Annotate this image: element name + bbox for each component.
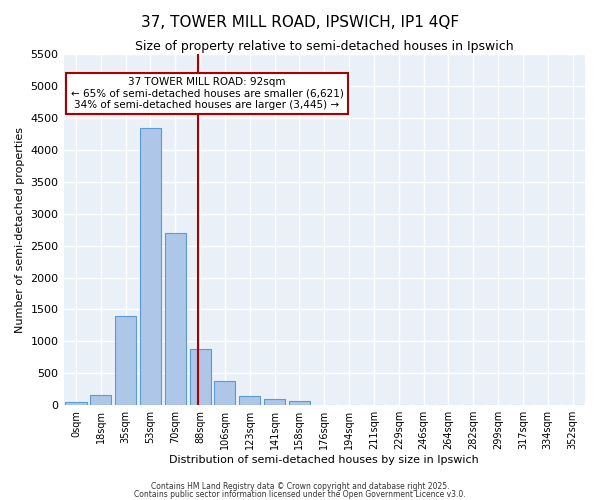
Text: 37 TOWER MILL ROAD: 92sqm
← 65% of semi-detached houses are smaller (6,621)
34% : 37 TOWER MILL ROAD: 92sqm ← 65% of semi-… <box>71 77 343 110</box>
Bar <box>239 396 260 405</box>
Bar <box>264 400 285 405</box>
Y-axis label: Number of semi-detached properties: Number of semi-detached properties <box>15 126 25 332</box>
X-axis label: Distribution of semi-detached houses by size in Ipswich: Distribution of semi-detached houses by … <box>169 455 479 465</box>
Bar <box>214 381 235 405</box>
Bar <box>190 349 211 405</box>
Text: 37, TOWER MILL ROAD, IPSWICH, IP1 4QF: 37, TOWER MILL ROAD, IPSWICH, IP1 4QF <box>141 15 459 30</box>
Bar <box>90 395 112 405</box>
Title: Size of property relative to semi-detached houses in Ipswich: Size of property relative to semi-detach… <box>135 40 514 53</box>
Bar <box>165 233 186 405</box>
Text: Contains public sector information licensed under the Open Government Licence v3: Contains public sector information licen… <box>134 490 466 499</box>
Text: Contains HM Land Registry data © Crown copyright and database right 2025.: Contains HM Land Registry data © Crown c… <box>151 482 449 491</box>
Bar <box>65 402 86 405</box>
Bar <box>140 128 161 405</box>
Bar <box>289 402 310 405</box>
Bar <box>115 316 136 405</box>
